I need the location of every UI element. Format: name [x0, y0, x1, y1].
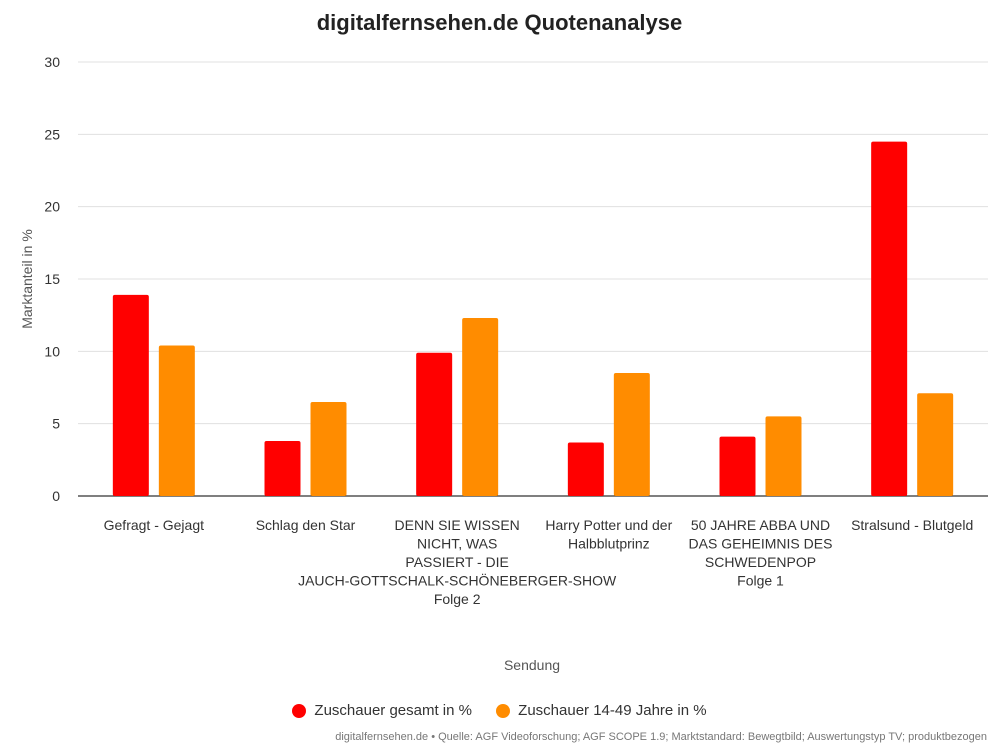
x-axis-title: Sendung: [504, 657, 560, 673]
legend-swatch-orange: [496, 703, 511, 718]
gridlines: [78, 61, 988, 497]
legend-label: Zuschauer gesamt in %: [314, 702, 472, 719]
x-category-label: Gefragt - Gejagt: [104, 517, 204, 533]
y-axis-title: Marktanteil in %: [19, 229, 35, 329]
legend-item-series-1[interactable]: Zuschauer gesamt in %: [292, 702, 472, 719]
bar-series-2-cat-4[interactable]: [613, 373, 650, 496]
legend-item-series-2[interactable]: Zuschauer 14-49 Jahre in %: [496, 702, 707, 719]
bar-series-1-cat-6[interactable]: [871, 141, 908, 497]
legend-swatch-red: [292, 703, 307, 718]
x-category-label: 50 JAHRE ABBA UND DAS GEHEIMNIS DES SCHWED…: [689, 517, 833, 589]
bar-series-1-cat-2[interactable]: [264, 441, 301, 496]
y-tick-label: 10: [44, 343, 60, 359]
y-tick-label: 15: [44, 271, 60, 287]
bar-series-1-cat-3[interactable]: [416, 352, 453, 496]
x-axis-labels: Gefragt - Gejagt Schlag den Star DENN SIE …: [104, 517, 974, 607]
chart-title: digitalfernsehen.de Quotenanalyse: [316, 10, 683, 35]
bar-series-2-cat-2[interactable]: [310, 401, 347, 496]
legend: Zuschauer gesamt in % Zuschauer 14-49 Ja…: [0, 702, 999, 722]
x-category-label: Harry Potter und der Halbblutprinz: [545, 517, 672, 552]
y-axis-ticks: 0 5 10 15 20 25 30: [44, 54, 60, 504]
y-tick-label: 5: [52, 416, 60, 432]
bar-series-1-cat-4[interactable]: [567, 442, 604, 496]
x-category-label: DENN SIE WISSEN NICHT, WAS PASSIERT - DIE J…: [298, 517, 617, 607]
y-tick-label: 20: [44, 199, 60, 215]
bar-series-2-cat-5[interactable]: [765, 416, 802, 496]
legend-label: Zuschauer 14-49 Jahre in %: [518, 702, 707, 719]
bar-series-1-cat-1[interactable]: [112, 294, 149, 496]
source-note: digitalfernsehen.de • Quelle: AGF Videof…: [335, 731, 987, 743]
x-category-label: Schlag den Star: [256, 517, 356, 533]
bar-series-2-cat-6[interactable]: [917, 393, 954, 496]
y-tick-label: 30: [44, 54, 60, 70]
bars: [112, 141, 954, 497]
y-tick-label: 25: [44, 126, 60, 142]
bar-series-1-cat-5[interactable]: [719, 436, 756, 496]
x-category-label: Stralsund - Blutgeld: [851, 517, 973, 533]
bar-series-2-cat-3[interactable]: [462, 318, 499, 496]
bar-chart: 0 5 10 15 20 25 30 Gefragt - Gejagt Schlag den …: [19, 54, 988, 673]
bar-series-2-cat-1[interactable]: [158, 345, 195, 496]
y-tick-label: 0: [52, 488, 60, 504]
